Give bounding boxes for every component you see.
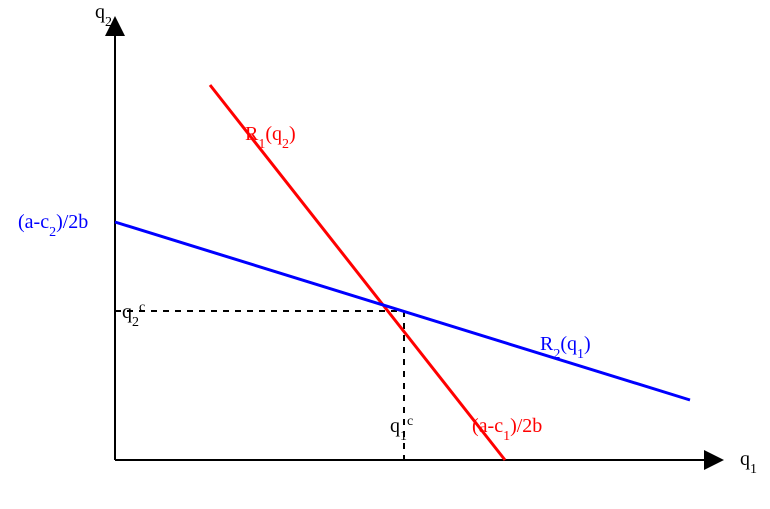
x-intercept-label: (a-c1)/2b — [472, 415, 542, 444]
r1-label: R1(q2) — [245, 123, 296, 152]
q2c-label: q2c — [122, 300, 145, 330]
axis-x-label: q1 — [740, 448, 757, 477]
y-intercept-label: (a-c2)/2b — [18, 211, 88, 240]
q1c-label: q1c — [390, 414, 413, 444]
axis-y-label: q2 — [95, 1, 112, 30]
